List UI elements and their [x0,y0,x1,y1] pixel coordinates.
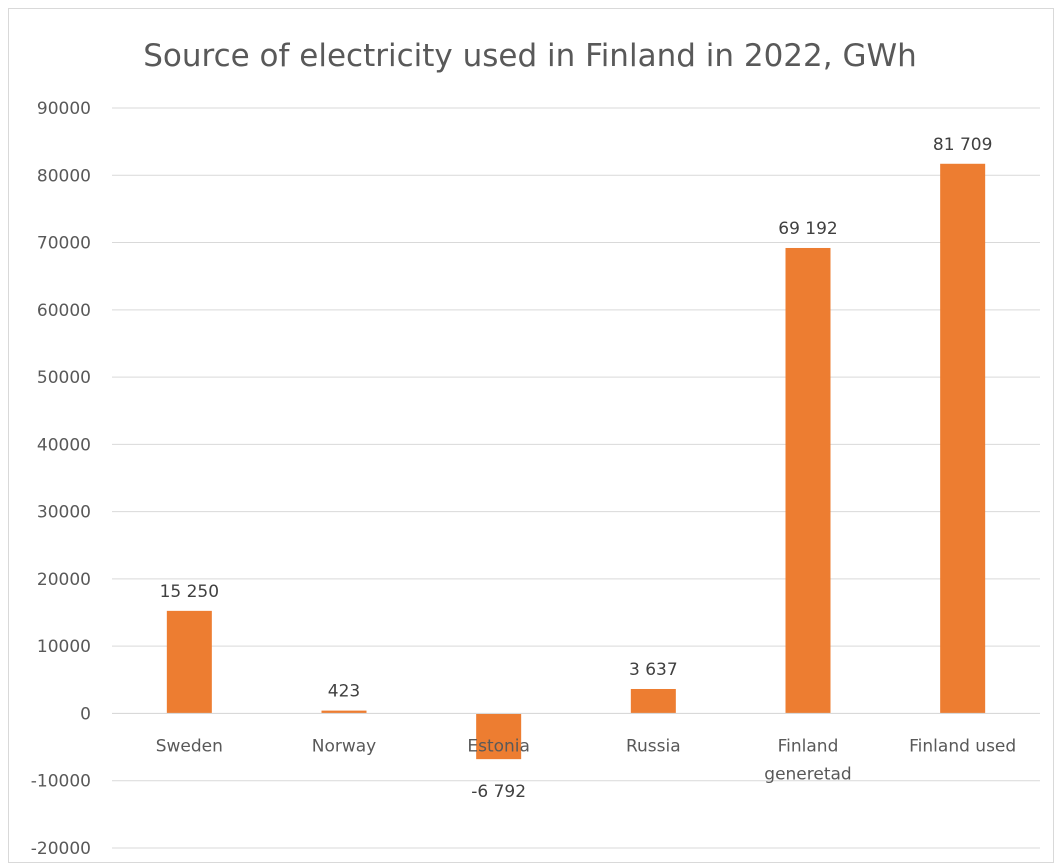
y-tick-label: 50000 [37,368,91,388]
y-tick-label: 20000 [37,570,91,590]
bar [630,688,676,714]
y-tick-label: 40000 [37,435,91,455]
y-tick-label: 90000 [37,99,91,119]
bars [166,163,986,760]
data-label: 81 709 [933,135,992,155]
data-label: -6 792 [471,782,526,802]
category-label: Finland used [909,736,1016,756]
category-label: Estonia [467,736,530,756]
y-tick-label: -10000 [31,772,91,792]
chart-title: Source of electricity used in Finland in… [143,38,917,74]
y-tick-label: -20000 [31,839,91,859]
data-label: 3 637 [629,660,678,680]
data-label: 69 192 [778,219,837,239]
y-tick-label: 80000 [37,166,91,186]
y-tick-label: 70000 [37,234,91,254]
y-tick-label: 0 [80,704,91,724]
category-label: Finland [778,736,839,756]
y-axis-ticks: 90000 80000 70000 60000 50000 40000 30000 20000… [31,99,91,859]
y-tick-label: 10000 [37,637,91,657]
category-label: generetad [764,764,851,784]
category-labels: Sweden Norway Estonia Russia Finland genereta… [156,736,1016,784]
bar [476,713,522,760]
gridlines [112,107,1040,849]
y-tick-label: 30000 [37,503,91,523]
bar [166,610,212,714]
data-label: 15 250 [160,582,219,602]
bar [940,163,986,714]
data-label: 423 [328,682,360,702]
category-label: Sweden [156,736,223,756]
bar [785,247,831,714]
data-labels: 15 250 423 -6 792 3 637 69 192 81 709 [160,135,993,802]
chart-frame [8,8,1054,863]
category-label: Norway [312,736,377,756]
bar [321,710,367,714]
y-tick-label: 60000 [37,301,91,321]
category-label: Russia [626,736,681,756]
